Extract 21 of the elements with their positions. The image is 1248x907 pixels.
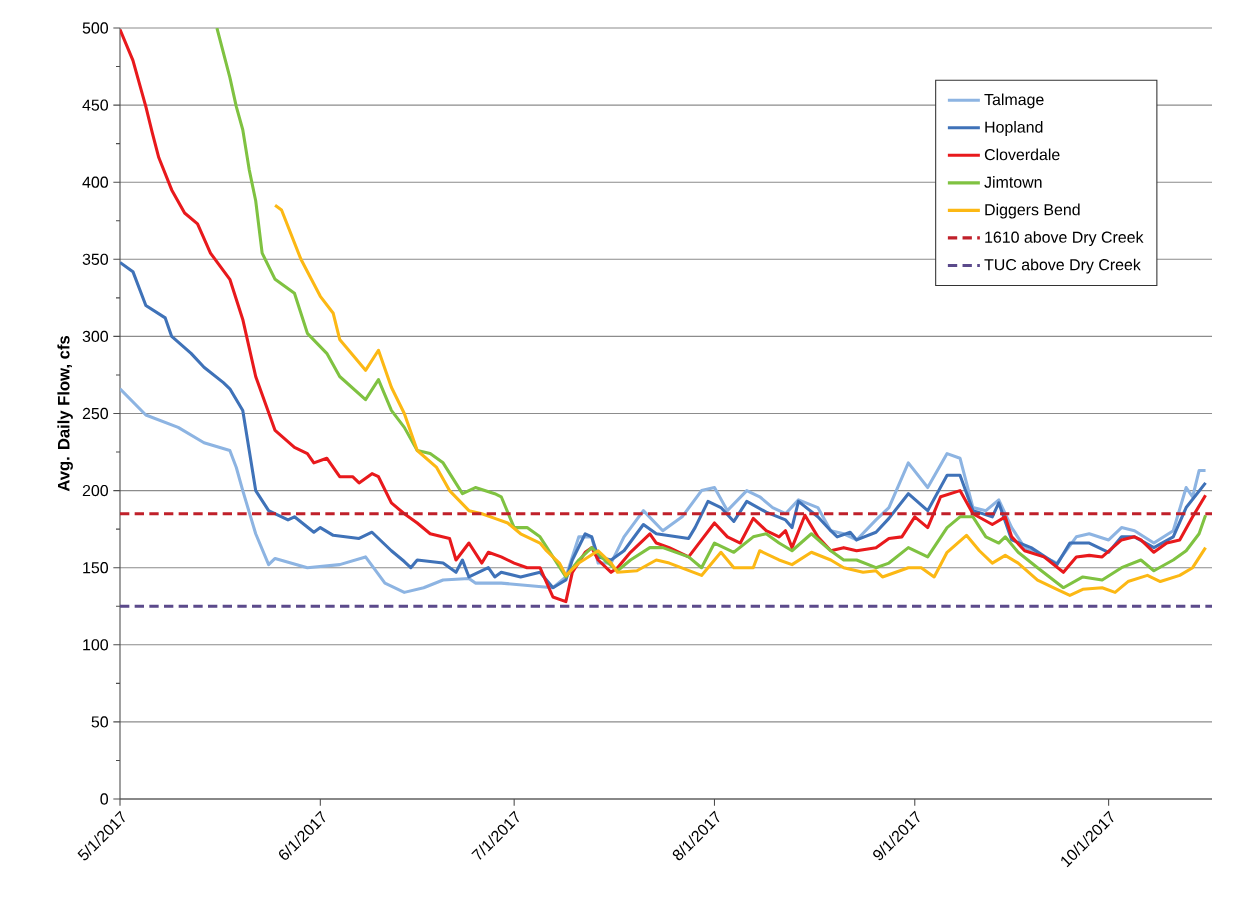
y-tick-label: 100 — [83, 639, 109, 651]
y-tick-label: 500 — [82, 22, 109, 34]
y-tick-label: 450 — [82, 99, 109, 111]
legend-label: Diggers Bend — [985, 203, 1080, 219]
legend-label: TUC above Dry Creek — [984, 258, 1141, 274]
y-tick-label: 400 — [82, 176, 109, 188]
y-tick-label: 150 — [83, 562, 109, 574]
y-tick-label: 50 — [91, 716, 109, 728]
legend-label: Jimtown — [984, 176, 1042, 188]
legend-label: 1610 above Dry Creek — [985, 231, 1144, 246]
line-series — [120, 260, 1208, 590]
legend-label: Hopland — [985, 121, 1043, 136]
line-series — [273, 203, 1208, 597]
legend-label: Cloverdale — [984, 148, 1060, 161]
y-tick-label: 250 — [82, 407, 109, 420]
y-axis-title: Avg. Daily Flow, cfs — [57, 336, 73, 492]
legend-label: Talmage — [984, 93, 1044, 109]
y-tick-label: 200 — [82, 484, 109, 497]
y-tick-label: 0 — [100, 793, 109, 805]
y-tick-label: 350 — [82, 253, 109, 265]
y-tick-label: 300 — [82, 330, 109, 343]
